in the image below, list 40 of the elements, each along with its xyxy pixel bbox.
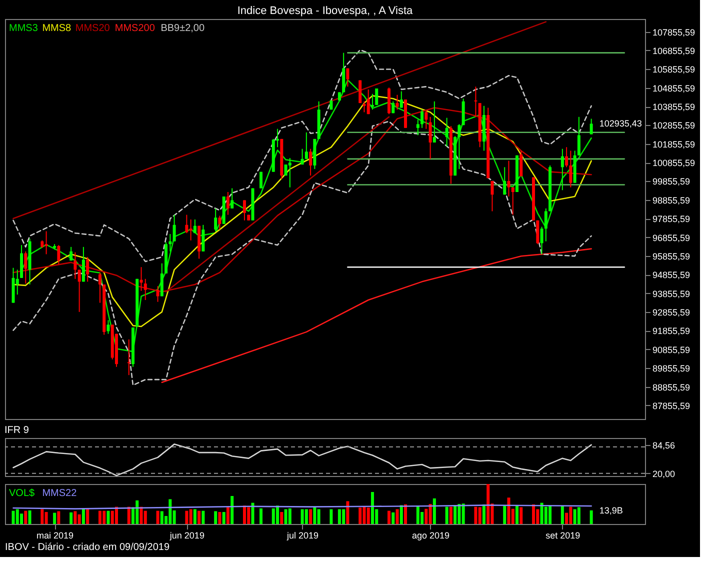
- y-tick-label: 102855,59: [652, 120, 696, 131]
- y-tick-label: 100855,59: [652, 158, 696, 168]
- chart-title: Indice Bovespa - Ibovespa, , A Vista: [237, 5, 414, 17]
- y-tick-label: 97855,59: [652, 214, 690, 224]
- y-tick-label: 88855,59: [652, 382, 690, 392]
- y-tick-label: 96855,59: [652, 232, 690, 243]
- annotation: 102935,43: [599, 118, 642, 129]
- text: IBOV - Diário - criado em 09/09/2019: [5, 542, 170, 553]
- y-tick-label: 92855,59: [652, 308, 690, 318]
- y-tick-label: 104855,59: [652, 83, 696, 94]
- y-tick-label: 99855,59: [652, 176, 690, 187]
- series-label: VOL$: [9, 488, 36, 499]
- text: MMS8: [42, 23, 72, 34]
- x-tick-label: jun 2019: [168, 530, 204, 540]
- y-tick-label: 106855,59: [652, 46, 696, 56]
- y-tick-label: 94855,59: [652, 270, 690, 280]
- y-tick-label: 98855,59: [652, 195, 690, 206]
- text: BB9±2,00: [160, 23, 205, 34]
- y-tick-label: 101855,59: [652, 139, 696, 150]
- x-tick-label: ago 2019: [412, 530, 450, 540]
- text: MMS20: [75, 23, 110, 34]
- x-tick-label: set 2019: [546, 530, 580, 540]
- y-tick-label: 20,00: [652, 468, 676, 479]
- series-label: MMS22: [42, 488, 78, 499]
- y-tick-label: 93855,59: [652, 288, 690, 299]
- x-tick-label: jul 2019: [286, 530, 319, 540]
- y-tick-label: 95855,59: [652, 251, 690, 262]
- y-tick-label: 89855,59: [652, 364, 690, 374]
- y-tick-label: 84,56: [652, 440, 676, 450]
- y-tick-label: 107855,59: [652, 27, 696, 38]
- text: MMS200: [114, 23, 156, 34]
- annotation: 13,9B: [599, 505, 623, 516]
- y-tick-label: 90855,59: [652, 344, 690, 355]
- y-tick-label: 87855,59: [652, 400, 690, 411]
- y-tick-label: 105855,59: [652, 64, 696, 75]
- text: MMS3: [9, 23, 38, 34]
- chart-title: IFR 9: [4, 425, 30, 436]
- y-tick-label: 103855,59: [652, 102, 696, 112]
- x-tick-label: mai 2019: [36, 530, 74, 540]
- y-tick-label: 91855,59: [652, 326, 690, 336]
